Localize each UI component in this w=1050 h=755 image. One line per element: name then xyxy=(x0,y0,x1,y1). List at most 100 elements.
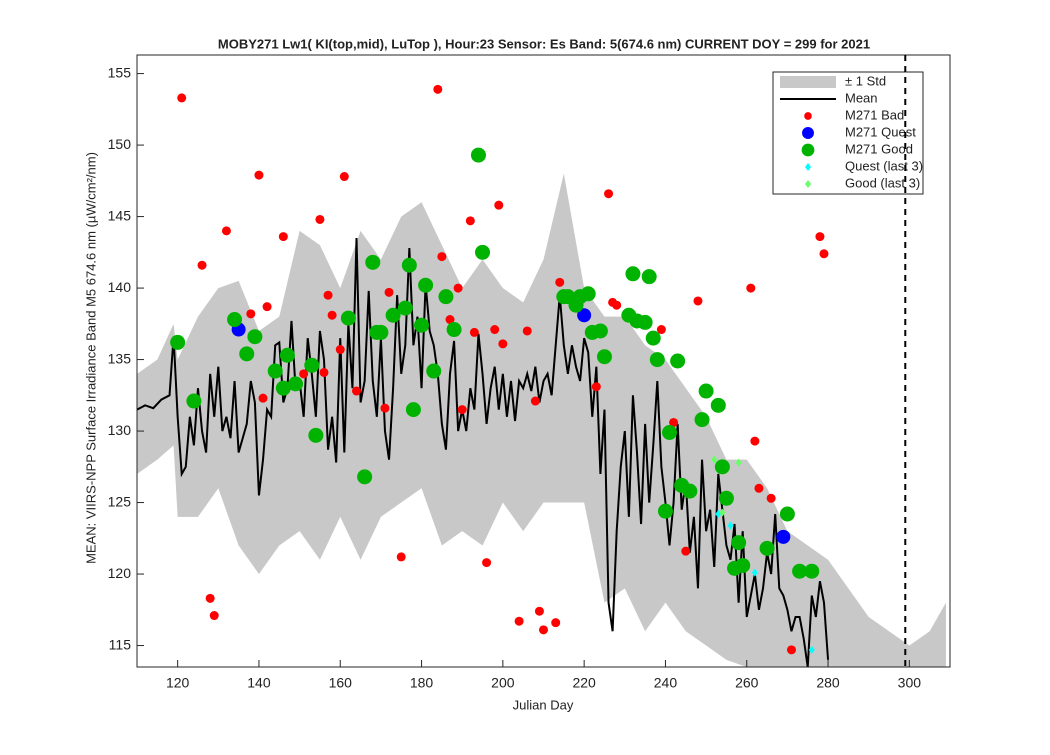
data-point xyxy=(792,563,808,579)
legend-swatch xyxy=(804,112,812,120)
x-tick-label: 180 xyxy=(410,675,434,691)
x-axis-label: Julian Day xyxy=(513,697,574,712)
data-point xyxy=(426,363,442,379)
data-point xyxy=(414,317,430,333)
data-point xyxy=(539,625,548,635)
legend-label: ± 1 Std xyxy=(845,73,886,88)
data-point xyxy=(177,93,187,103)
y-tick-label: 145 xyxy=(108,207,132,223)
data-point xyxy=(470,147,486,163)
legend-label: M271 Quest xyxy=(845,124,916,139)
data-point xyxy=(776,529,791,544)
data-point xyxy=(308,427,324,443)
data-point xyxy=(719,508,726,517)
legend-swatch xyxy=(805,163,811,171)
y-axis-label: MEAN: VIIRS-NPP Surface Irradiance Band … xyxy=(83,152,98,564)
data-point xyxy=(262,302,272,312)
data-point xyxy=(751,568,758,577)
data-point xyxy=(254,170,264,180)
data-point xyxy=(759,540,775,556)
data-point xyxy=(710,397,726,413)
data-point xyxy=(352,386,362,396)
data-point xyxy=(433,84,443,94)
data-point xyxy=(246,309,256,319)
data-point xyxy=(205,593,215,603)
data-point xyxy=(323,290,333,300)
data-point xyxy=(670,353,686,369)
data-point xyxy=(694,412,710,428)
y-tick-label: 115 xyxy=(109,636,132,652)
data-point xyxy=(731,535,747,551)
data-point xyxy=(555,277,565,287)
data-point xyxy=(580,286,596,302)
data-point xyxy=(278,232,288,242)
data-point xyxy=(465,216,475,226)
data-point xyxy=(735,557,751,573)
data-point xyxy=(577,308,592,323)
data-point xyxy=(457,405,467,415)
data-point xyxy=(319,367,329,377)
data-point xyxy=(612,300,622,310)
y-tick-label: 140 xyxy=(108,279,132,295)
data-point xyxy=(522,326,532,336)
legend: ± 1 Std Mean M271 Bad M271 Quest M271 Good Qu… xyxy=(772,71,924,195)
data-point xyxy=(247,329,263,345)
data-point xyxy=(453,283,463,293)
data-point xyxy=(490,325,500,335)
x-tick-label: 200 xyxy=(491,675,515,691)
data-point xyxy=(482,558,492,568)
data-point xyxy=(267,363,283,379)
data-point xyxy=(288,376,304,392)
data-point xyxy=(227,312,243,328)
data-point xyxy=(170,334,186,350)
x-tick-label: 280 xyxy=(816,675,840,691)
legend-box xyxy=(772,71,924,195)
y-tick-label: 120 xyxy=(108,565,132,581)
data-point xyxy=(275,380,291,396)
legend-swatch xyxy=(780,76,836,88)
data-point xyxy=(397,300,413,316)
data-point xyxy=(437,252,447,262)
data-point xyxy=(186,393,202,409)
legend-label: Good (last 3) xyxy=(845,175,920,190)
mean-line xyxy=(137,238,830,667)
data-point xyxy=(662,424,678,440)
data-point xyxy=(718,490,734,506)
data-point xyxy=(239,346,255,362)
data-point xyxy=(819,249,829,259)
data-point xyxy=(221,226,231,236)
data-point xyxy=(625,266,641,282)
data-point xyxy=(445,315,455,325)
data-point xyxy=(373,324,389,340)
data-point xyxy=(656,325,666,335)
data-point xyxy=(384,287,394,297)
legend-label: M271 Bad xyxy=(845,107,904,122)
data-point xyxy=(596,349,612,365)
data-point xyxy=(405,402,421,418)
data-point xyxy=(279,347,295,363)
x-tick-label: 140 xyxy=(247,675,271,691)
data-point xyxy=(209,611,219,621)
data-point xyxy=(335,345,345,355)
data-point xyxy=(299,369,309,379)
y-tick-label: 130 xyxy=(108,422,132,438)
data-point xyxy=(766,493,776,503)
data-point xyxy=(746,283,756,293)
data-point xyxy=(469,327,479,337)
plot-area xyxy=(137,84,946,667)
axes-box xyxy=(136,54,951,668)
data-point xyxy=(669,417,679,427)
x-tick-label: 160 xyxy=(329,675,353,691)
data-point xyxy=(494,200,504,210)
data-point xyxy=(750,436,760,446)
data-point xyxy=(438,289,454,305)
data-point xyxy=(446,322,462,338)
data-point xyxy=(693,296,703,306)
y-tick-label: 155 xyxy=(108,64,132,80)
chart-title: MOBY271 Lw1( KI(top,mid), LuTop ), Hour:… xyxy=(218,36,870,51)
data-point xyxy=(645,330,661,346)
legend-label: Quest (last 3) xyxy=(845,158,923,173)
data-point xyxy=(592,323,608,339)
y-tick-label: 150 xyxy=(108,136,132,152)
